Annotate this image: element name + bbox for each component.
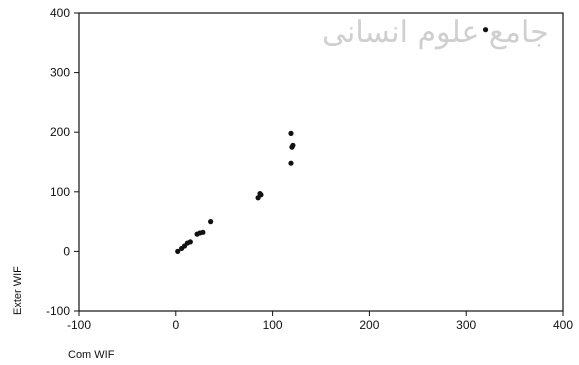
y-tick-label: 200 (50, 125, 70, 139)
data-point (290, 142, 296, 148)
x-axis: -100 0 100 200 300 400 (67, 311, 573, 332)
plot-frame (78, 12, 564, 312)
y-tick-label: 100 (50, 185, 70, 199)
x-tick-label: 300 (456, 318, 476, 332)
data-point (175, 248, 181, 254)
x-tick-label: 0 (172, 318, 179, 332)
data-point (482, 27, 489, 33)
x-tick-label: 200 (359, 318, 379, 332)
x-tick-label: 400 (553, 318, 573, 332)
y-axis: -100 0 100 200 300 400 (46, 6, 79, 318)
y-tick-label: -100 (46, 304, 70, 318)
data-point (288, 160, 294, 166)
data-point (200, 229, 206, 235)
data-point (257, 190, 263, 197)
data-point (288, 130, 294, 136)
data-point (208, 219, 214, 225)
x-tick-label: -100 (67, 318, 91, 332)
data-point (187, 239, 193, 245)
y-axis-title: Exter WIF (12, 266, 24, 315)
x-tick-label: 100 (263, 318, 283, 332)
y-tick-label: 300 (50, 66, 70, 80)
data-points (175, 27, 489, 254)
y-tick-label: 0 (63, 244, 70, 258)
y-tick-label: 400 (50, 6, 70, 20)
x-axis-title: Com WIF (68, 349, 115, 361)
watermark: جامع علوم انسانی (322, 15, 549, 50)
